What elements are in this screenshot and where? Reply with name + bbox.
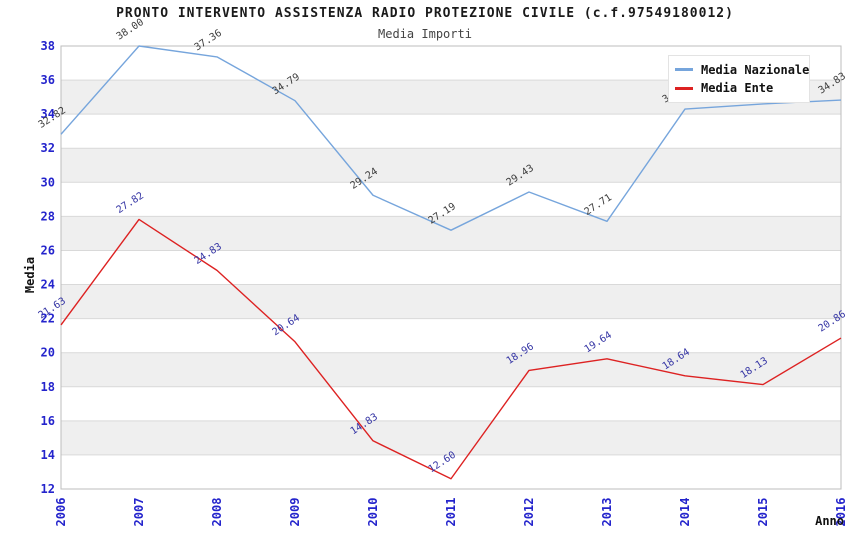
svg-text:2012: 2012 [522,498,536,527]
chart-subtitle: Media Importi [378,27,472,41]
svg-text:12: 12 [41,482,55,496]
legend: Media Nazionale Media Ente [668,55,810,103]
svg-text:18: 18 [41,380,55,394]
x-axis-title: Anno [815,514,844,528]
legend-item-media-nazionale: Media Nazionale [675,63,809,77]
svg-text:27.71: 27.71 [583,192,614,218]
svg-text:36: 36 [41,73,55,87]
svg-text:14: 14 [41,448,55,462]
svg-text:16: 16 [41,414,55,428]
svg-text:2011: 2011 [444,498,458,527]
y-axis-title: Media [23,256,37,294]
svg-text:2016: 2016 [834,498,848,527]
svg-text:38: 38 [41,39,55,53]
legend-item-media-ente: Media Ente [675,81,803,95]
legend-label-media-ente: Media Ente [701,81,774,96]
svg-text:2015: 2015 [756,498,770,527]
chart-title: PRONTO INTERVENTO ASSISTENZA RADIO PROTE… [116,6,734,21]
svg-text:2007: 2007 [132,498,146,527]
svg-text:2014: 2014 [678,498,692,527]
svg-text:26: 26 [41,243,55,257]
svg-text:37.36: 37.36 [193,28,224,54]
svg-text:28: 28 [41,209,55,223]
svg-text:2006: 2006 [54,498,68,527]
svg-text:30: 30 [41,175,55,189]
svg-text:24: 24 [41,278,55,292]
svg-text:19.64: 19.64 [583,330,614,356]
svg-text:22: 22 [41,312,55,326]
svg-text:34: 34 [41,107,55,121]
media-ente-line-swatch [675,86,693,90]
svg-text:38.00: 38.00 [115,17,146,43]
svg-text:2009: 2009 [288,498,302,527]
svg-text:2010: 2010 [366,498,380,527]
svg-text:2008: 2008 [210,498,224,527]
svg-text:27.82: 27.82 [115,190,146,216]
svg-text:32: 32 [41,141,55,155]
svg-text:2013: 2013 [600,498,614,527]
media-nazionale-line-swatch [675,68,693,72]
svg-text:20: 20 [41,346,55,360]
legend-label-media-nazionale: Media Nazionale [701,62,810,77]
